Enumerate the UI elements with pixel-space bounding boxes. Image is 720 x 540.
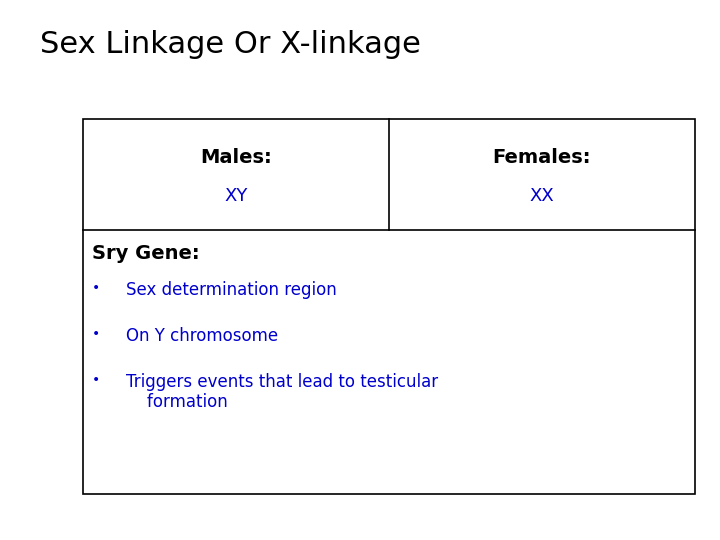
Text: XY: XY bbox=[224, 187, 248, 205]
Text: •: • bbox=[91, 327, 100, 341]
Text: Males:: Males: bbox=[200, 148, 271, 167]
Text: XX: XX bbox=[529, 187, 554, 205]
Text: Sex determination region: Sex determination region bbox=[126, 281, 337, 299]
Text: Sex Linkage Or X-linkage: Sex Linkage Or X-linkage bbox=[40, 30, 420, 59]
Bar bbox=[83, 119, 695, 494]
Text: •: • bbox=[91, 373, 100, 387]
Text: •: • bbox=[91, 281, 100, 295]
Text: Sry Gene:: Sry Gene: bbox=[92, 244, 199, 263]
Text: Triggers events that lead to testicular
    formation: Triggers events that lead to testicular … bbox=[126, 373, 438, 411]
Text: On Y chromosome: On Y chromosome bbox=[126, 327, 278, 345]
Text: Females:: Females: bbox=[492, 148, 591, 167]
